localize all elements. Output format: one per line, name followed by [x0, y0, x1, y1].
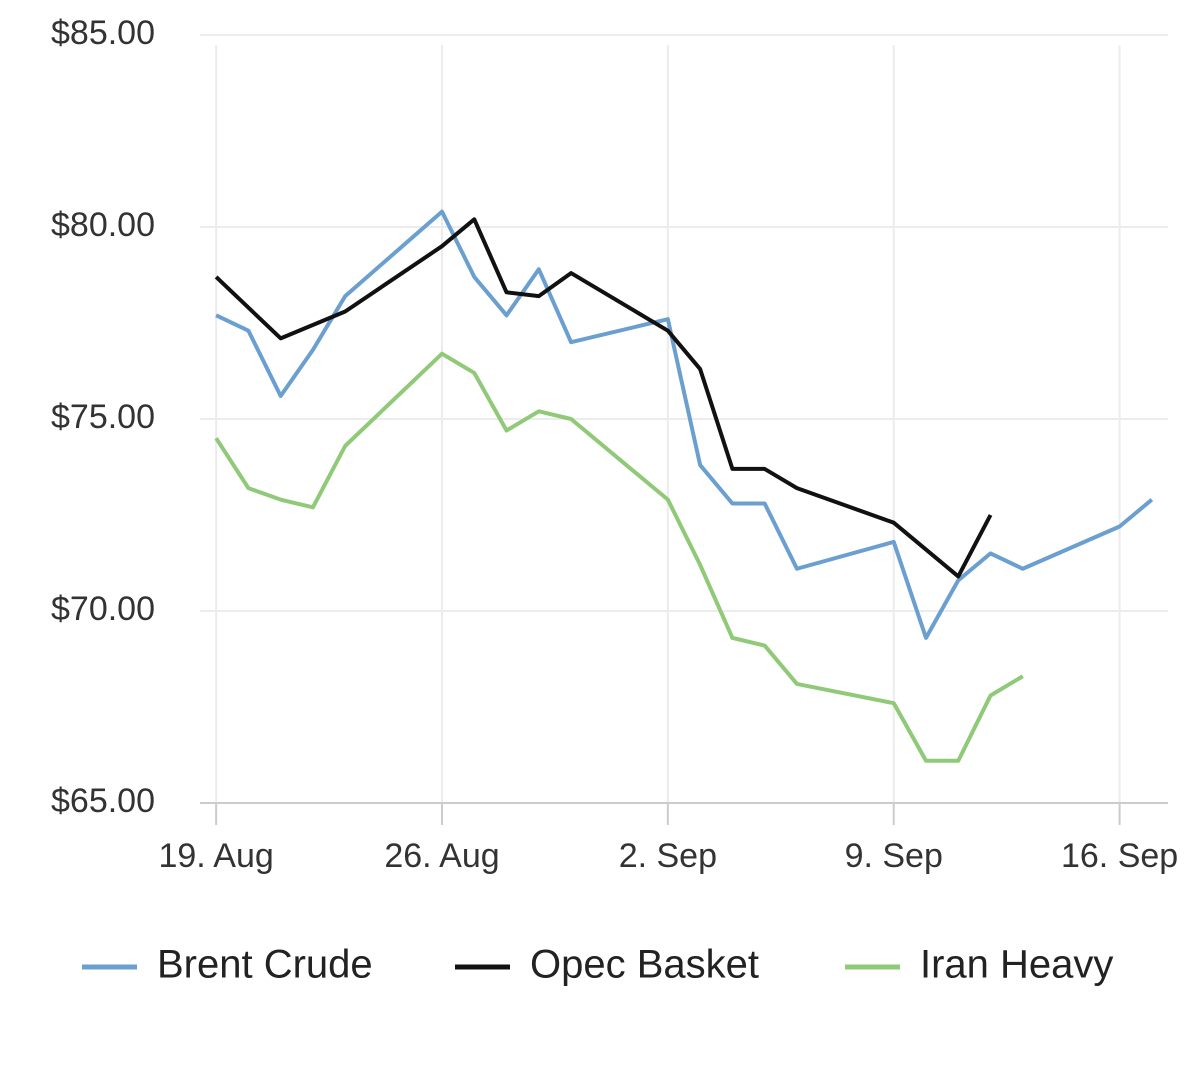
legend-label: Iran Heavy [920, 943, 1113, 987]
series-line [214, 217, 993, 579]
series-line [214, 351, 1024, 763]
x-tick-label: 16. Sep [1061, 837, 1178, 875]
x-tick-label: 19. Aug [158, 837, 273, 875]
lines [214, 209, 1154, 763]
axes: $65.00 $70.00 $75.00 $80.00 $85.00 19. Aug 26.… [51, 14, 1178, 875]
legend-label: Opec Basket [530, 943, 759, 987]
x-tick-label: 9. Sep [845, 837, 943, 875]
x-tick-label: 26. Aug [384, 837, 499, 875]
y-tick-label: $65.00 [51, 782, 155, 820]
y-tick-label: $85.00 [51, 14, 155, 52]
x-tick-label: 2. Sep [619, 837, 717, 875]
y-tick-label: $80.00 [51, 206, 155, 244]
y-tick-label: $75.00 [51, 398, 155, 436]
legend: Brent Crude Opec Basket Iran Heavy [82, 943, 1113, 987]
legend-label: Brent Crude [157, 943, 373, 987]
series-line [215, 209, 1154, 640]
y-tick-label: $70.00 [51, 590, 155, 628]
grid [200, 34, 1168, 804]
